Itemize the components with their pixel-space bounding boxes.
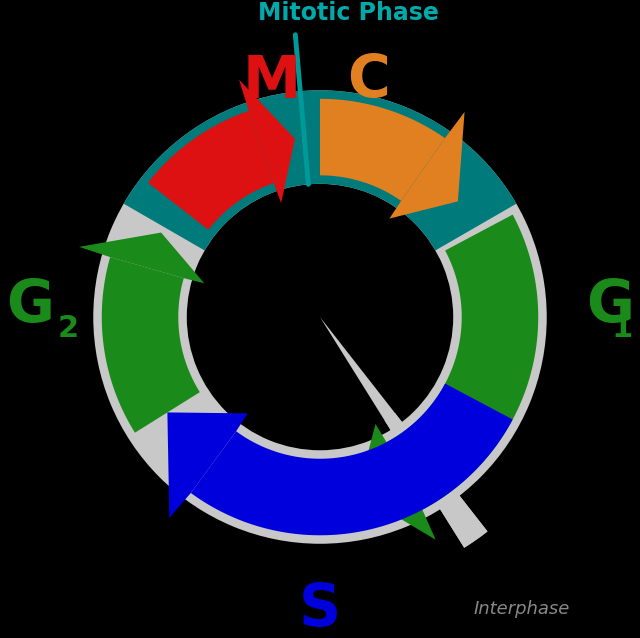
Wedge shape (385, 413, 488, 548)
Polygon shape (387, 214, 538, 510)
Polygon shape (168, 412, 248, 518)
Polygon shape (79, 233, 204, 283)
Polygon shape (320, 99, 445, 201)
Text: G: G (586, 278, 634, 334)
Text: Interphase: Interphase (473, 600, 570, 618)
Polygon shape (239, 80, 295, 203)
Text: Mitotic Phase: Mitotic Phase (258, 1, 439, 25)
Polygon shape (148, 111, 274, 230)
Polygon shape (357, 424, 436, 540)
Wedge shape (93, 91, 547, 544)
Polygon shape (191, 383, 513, 535)
Text: C: C (347, 52, 390, 108)
Polygon shape (102, 257, 200, 433)
Text: S: S (299, 581, 341, 637)
Wedge shape (124, 91, 516, 251)
Text: G: G (6, 278, 54, 334)
Polygon shape (389, 112, 465, 219)
Text: M: M (243, 54, 301, 110)
Text: 2: 2 (58, 314, 79, 343)
Wedge shape (320, 317, 488, 548)
Text: 1: 1 (612, 314, 633, 343)
